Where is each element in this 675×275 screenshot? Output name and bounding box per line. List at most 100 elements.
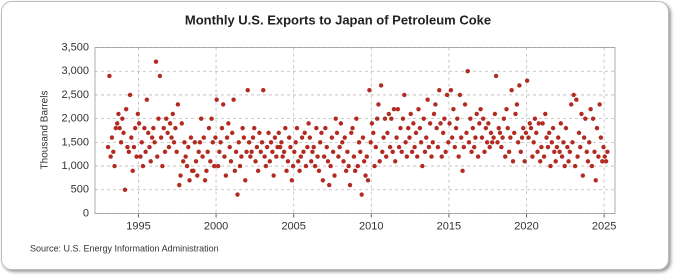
point (354, 116, 359, 121)
point (600, 159, 605, 164)
point (554, 144, 560, 150)
point (243, 178, 248, 183)
point (178, 173, 183, 178)
point (276, 130, 281, 136)
point (202, 178, 208, 183)
point (528, 125, 534, 131)
point (474, 111, 479, 117)
point (174, 149, 179, 155)
point (183, 154, 188, 159)
point (360, 135, 366, 140)
point (411, 121, 416, 126)
point (311, 144, 316, 150)
point (298, 154, 304, 159)
point (565, 144, 570, 150)
point (391, 106, 397, 112)
source: Source: U.S. Energy Information Administ… (30, 243, 219, 253)
point (574, 97, 579, 102)
point (417, 125, 423, 131)
point (320, 178, 326, 183)
point (544, 135, 549, 140)
point (409, 149, 415, 155)
point (487, 144, 492, 150)
point (422, 149, 428, 155)
point (469, 149, 474, 155)
point (424, 135, 429, 140)
point (108, 154, 113, 159)
point (285, 159, 291, 164)
point (381, 135, 386, 140)
point (461, 144, 467, 150)
point (336, 154, 341, 159)
point (222, 154, 227, 159)
point (136, 121, 142, 126)
point (209, 116, 214, 121)
point (340, 140, 345, 145)
point (505, 125, 510, 131)
point (602, 154, 607, 159)
point (523, 130, 529, 136)
point (413, 130, 419, 136)
point (460, 168, 465, 174)
point (268, 140, 274, 145)
point (337, 144, 342, 150)
point (131, 144, 137, 150)
point (109, 135, 115, 140)
point (559, 154, 565, 159)
point (382, 116, 388, 121)
point (442, 116, 447, 121)
point (116, 111, 121, 117)
point (355, 163, 360, 169)
point (563, 125, 569, 131)
point (206, 125, 212, 131)
point (572, 163, 578, 169)
point (515, 140, 521, 145)
point (368, 140, 373, 145)
point (151, 125, 156, 131)
point (262, 154, 267, 159)
point (338, 121, 344, 126)
point (263, 163, 269, 169)
point (458, 135, 464, 140)
point (389, 116, 394, 121)
point (349, 130, 354, 136)
point (286, 135, 292, 140)
point (332, 173, 337, 178)
point (394, 135, 399, 140)
point (171, 140, 177, 145)
point (240, 125, 245, 131)
point (587, 140, 592, 145)
plot-area (94, 47, 616, 214)
point (327, 182, 332, 188)
point (318, 140, 323, 145)
frame (1, 1, 669, 270)
point (341, 159, 346, 164)
point (521, 125, 526, 131)
point (553, 159, 558, 164)
point (430, 140, 435, 145)
point (447, 121, 452, 126)
point (325, 159, 331, 164)
point (258, 149, 263, 155)
point (271, 173, 276, 178)
point (321, 154, 327, 159)
point (140, 163, 146, 169)
point (246, 140, 252, 145)
point (239, 154, 244, 159)
point (316, 168, 322, 174)
point (295, 159, 301, 164)
point (208, 159, 213, 164)
point (301, 149, 306, 155)
point (144, 97, 150, 102)
point (386, 111, 392, 117)
point (277, 144, 283, 150)
point (579, 111, 584, 117)
point (112, 163, 117, 169)
point (473, 135, 478, 140)
point (293, 140, 298, 145)
point (593, 178, 598, 183)
point (214, 97, 219, 102)
point (558, 121, 564, 126)
point (334, 130, 340, 136)
point (204, 168, 209, 174)
